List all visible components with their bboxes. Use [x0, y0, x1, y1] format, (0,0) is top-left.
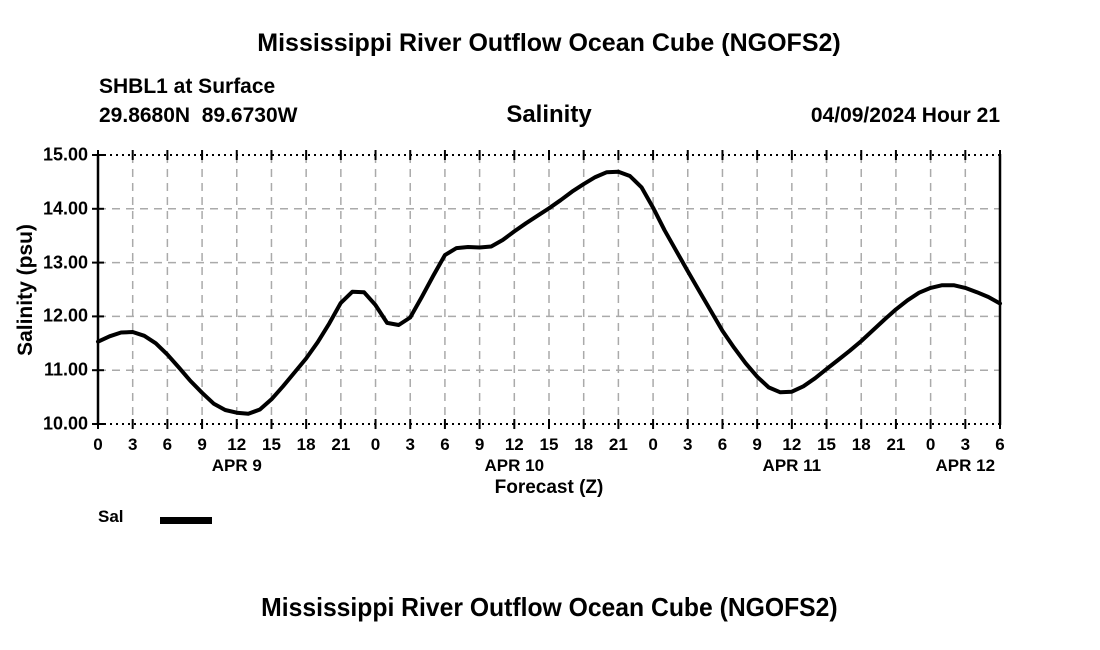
y-axis-title: Salinity (psu) — [14, 224, 37, 356]
x-tick-label: 18 — [851, 435, 871, 454]
x-tick-label: 3 — [960, 435, 971, 454]
x-tick-label: 3 — [405, 435, 415, 454]
x-tick-label: 18 — [296, 435, 316, 454]
x-tick-label: 6 — [162, 435, 173, 454]
x-day-label: APR 12 — [935, 456, 996, 475]
x-tick-label: 15 — [261, 435, 281, 454]
x-tick-label: 15 — [539, 435, 559, 454]
x-tick-label: 21 — [886, 435, 906, 454]
x-tick-label: 0 — [370, 435, 381, 454]
y-tick-label: 14.00 — [42, 198, 88, 219]
x-tick-label: 15 — [817, 435, 836, 454]
footer-title: Mississippi River Outflow Ocean Cube (NG… — [98, 592, 1000, 623]
x-tick-label: 3 — [127, 435, 138, 454]
x-tick-label: 6 — [995, 435, 1005, 454]
station-coordinates: 29.8680N 89.6730W — [99, 104, 298, 127]
forecast-datetime: 04/09/2024 Hour 21 — [810, 104, 1000, 127]
page-title: Mississippi River Outflow Ocean Cube (NG… — [257, 29, 841, 57]
x-tick-label: 12 — [504, 435, 524, 454]
x-tick-label: 0 — [925, 435, 936, 454]
x-tick-label: 21 — [608, 435, 628, 454]
x-day-label: APR 9 — [211, 456, 262, 475]
y-tick-label: 11.00 — [43, 359, 88, 380]
x-tick-label: 6 — [440, 435, 450, 454]
x-tick-label: 9 — [197, 435, 207, 454]
legend-line-swatch — [160, 517, 212, 524]
y-tick-label: 13.00 — [42, 252, 88, 273]
y-tick-label: 10.00 — [42, 413, 88, 434]
station-name: SHBL1 at Surface — [99, 75, 276, 98]
x-day-label: APR 10 — [484, 456, 545, 475]
x-tick-label: 9 — [752, 435, 762, 454]
x-tick-label: 9 — [474, 435, 485, 454]
footer-title-text: Mississippi River Outflow Ocean Cube (NG… — [260, 592, 838, 622]
chart-title: Salinity — [506, 101, 592, 128]
x-tick-label: 6 — [717, 435, 728, 454]
x-tick-label: 0 — [648, 435, 658, 454]
legend-label: Sal — [98, 507, 124, 526]
x-axis-title: Forecast (Z) — [494, 477, 604, 498]
y-tick-label: 15.00 — [42, 144, 88, 165]
x-tick-label: 12 — [227, 435, 247, 454]
x-tick-label: 0 — [93, 435, 103, 454]
salinity-line — [96, 169, 1002, 416]
x-day-label: APR 11 — [762, 456, 822, 475]
x-tick-label: 12 — [782, 435, 802, 454]
y-tick-label: 12.00 — [42, 305, 88, 326]
x-tick-label: 3 — [683, 435, 693, 454]
x-tick-label: 21 — [331, 435, 351, 454]
x-tick-label: 18 — [574, 435, 594, 454]
